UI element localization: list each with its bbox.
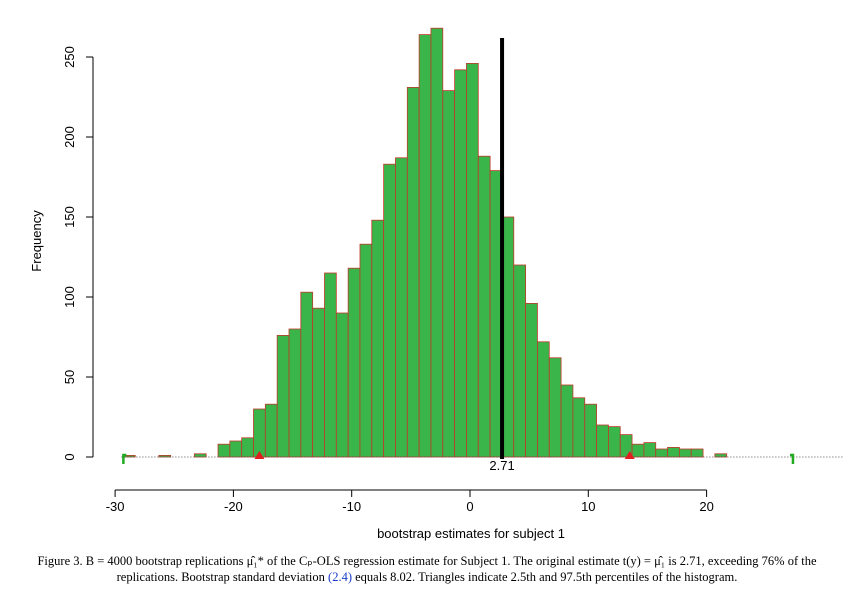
histogram-bar: [667, 446, 680, 458]
y-tick-label: 100: [62, 286, 77, 308]
histogram-bar: [324, 272, 337, 458]
histogram-bar: [300, 291, 314, 458]
histogram-bar: [406, 87, 420, 458]
histogram-bar: [584, 403, 597, 458]
histogram-bar: [158, 454, 172, 458]
x-tick-label: 0: [466, 499, 473, 514]
histogram-bar: [560, 384, 574, 458]
range-mark-right: [789, 453, 795, 464]
histogram-bar: [631, 443, 645, 458]
histogram-bar: [548, 357, 562, 458]
histogram-bar: [537, 341, 550, 458]
histogram-bar: [572, 397, 586, 458]
histogram-bar: [643, 442, 657, 458]
histogram-bar: [466, 63, 479, 458]
y-tick-label: 250: [62, 46, 77, 68]
histogram-bar: [335, 312, 349, 458]
histogram-bars: [122, 27, 728, 458]
y-tick-label: 200: [62, 126, 77, 148]
histogram-bar: [655, 448, 668, 458]
y-tick-label: 150: [62, 206, 77, 228]
histogram-bar: [383, 163, 396, 458]
histogram-bar: [608, 426, 621, 458]
x-tick-label: 20: [699, 499, 713, 514]
histogram-bar: [288, 328, 302, 458]
histogram-chart: -30 -20 -10 0 10 20 0 50 100 150 200 250 2.71 boot…: [29, 27, 844, 541]
x-axis: -30 -20 -10 0 10 20: [106, 489, 714, 514]
percentile-triangle: [624, 451, 635, 459]
histogram-bar: [714, 453, 728, 458]
y-axis-label: Frequency: [29, 210, 44, 272]
histogram-bar: [477, 155, 491, 458]
histogram-bar: [596, 424, 609, 458]
histogram-bar: [312, 307, 325, 458]
histogram-bar: [513, 264, 527, 458]
figure-caption: Figure 3. B = 4000 bootstrap replication…: [10, 553, 844, 585]
x-tick-label: -30: [106, 499, 125, 514]
histogram-bar: [359, 243, 373, 458]
histogram-bar: [525, 302, 538, 458]
histogram-bar: [418, 34, 432, 458]
estimate-label: 2.71: [489, 458, 514, 473]
x-tick-label: -10: [342, 499, 361, 514]
x-axis-label: bootstrap estimates for subject 1: [377, 526, 565, 541]
percentile-triangle: [254, 451, 265, 459]
equation-reference-link[interactable]: (2.4): [328, 570, 352, 584]
histogram-bar: [371, 219, 385, 458]
y-tick-label: 50: [62, 370, 77, 384]
histogram-bar: [678, 448, 692, 458]
histogram-bar: [229, 440, 243, 458]
histogram-bar: [454, 69, 467, 458]
histogram-bar: [430, 27, 444, 458]
histogram-bar: [264, 403, 278, 458]
histogram-bar: [217, 443, 231, 458]
y-tick-label: 0: [62, 453, 77, 460]
x-tick-label: -20: [224, 499, 243, 514]
chart-marks: 2.71: [121, 38, 844, 473]
y-axis: 0 50 100 150 200 250: [62, 46, 94, 461]
histogram-bar: [253, 408, 266, 458]
histogram-bar: [690, 448, 704, 458]
x-tick-label: 10: [581, 499, 595, 514]
histogram-bar: [395, 157, 408, 458]
histogram-bar: [442, 90, 456, 458]
caption-text-end: equals 8.02. Triangles indicate 2.5th an…: [352, 570, 738, 584]
range-mark-left: [122, 453, 127, 464]
caption-text: Figure 3. B = 4000 bootstrap replication…: [37, 554, 817, 584]
histogram-bar: [276, 334, 290, 458]
histogram-bar: [241, 437, 254, 458]
histogram-bar: [347, 267, 361, 458]
